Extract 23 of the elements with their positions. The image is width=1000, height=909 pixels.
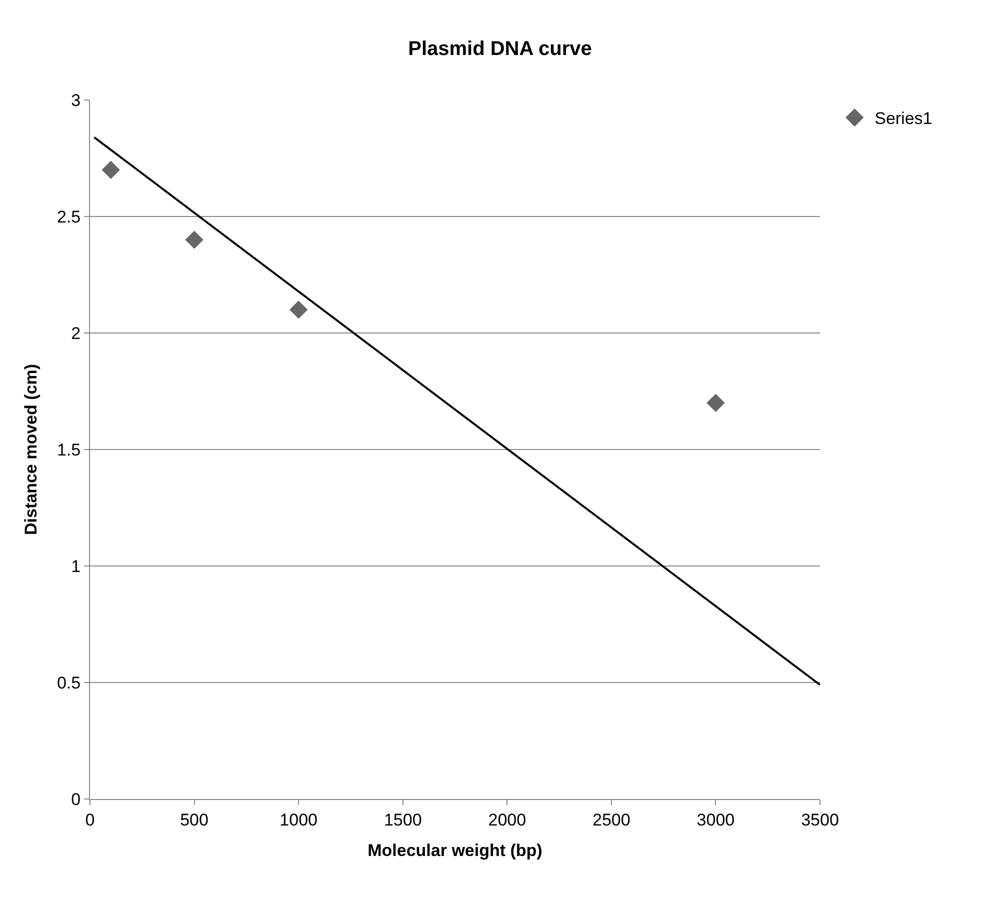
y-tick-label: 2 <box>71 324 81 343</box>
x-tick-label: 1500 <box>384 810 422 830</box>
legend-label: Series1 <box>874 109 932 128</box>
y-axis-title: Distance moved (cm) <box>22 364 41 535</box>
y-tick-label: 1.5 <box>56 440 81 460</box>
y-tick-label: 0 <box>71 790 81 809</box>
x-axis-title: Molecular weight (bp) <box>368 840 542 860</box>
y-tick-label: 3 <box>71 90 81 110</box>
point <box>185 230 204 249</box>
point <box>289 300 308 319</box>
x-tick-label: 2000 <box>488 810 526 830</box>
y-tick-label: 2.5 <box>56 207 81 226</box>
x-tick-label: 3500 <box>801 810 839 830</box>
x-tick-label: 500 <box>180 810 208 830</box>
point <box>102 160 120 179</box>
y-tick-label: 1 <box>71 556 81 576</box>
point <box>706 394 725 412</box>
x-tick-label: 3000 <box>696 810 735 830</box>
x-tick-label: 1000 <box>280 810 318 830</box>
x-tick-label: 2500 <box>592 810 630 830</box>
x-tick-label: 0 <box>85 810 95 830</box>
chart-title: Plasmid DNA curve <box>408 38 592 60</box>
y-tick-label: 0.5 <box>56 673 81 692</box>
